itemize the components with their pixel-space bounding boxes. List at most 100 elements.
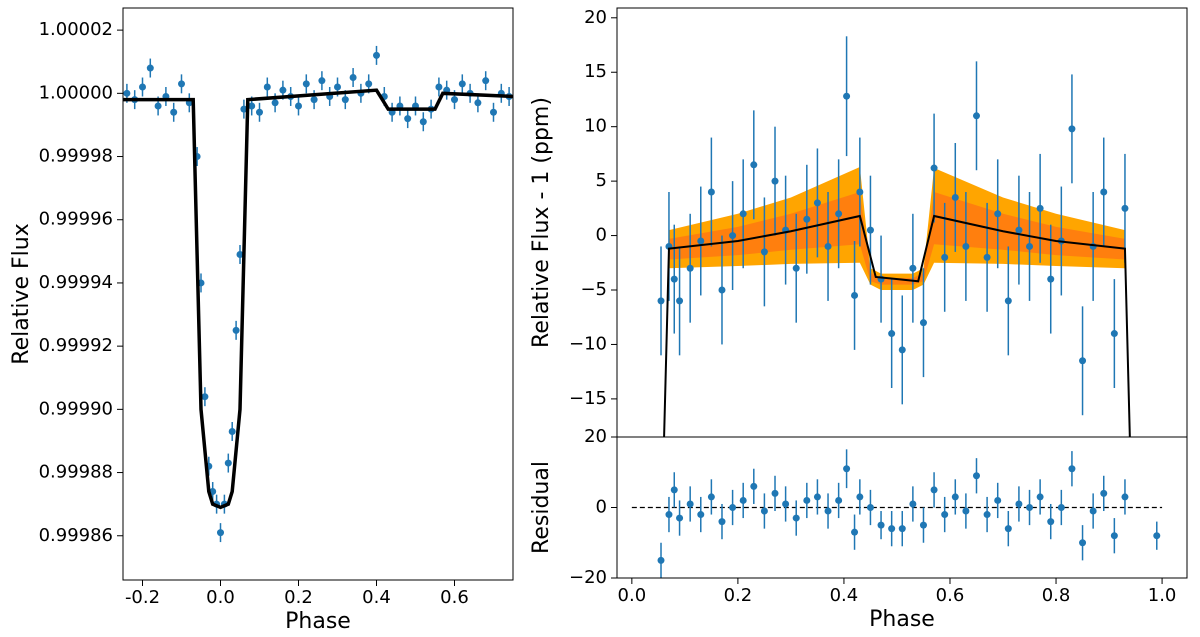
data-point xyxy=(256,108,263,116)
data-point xyxy=(941,511,949,519)
x-tick-label: 0.0 xyxy=(206,587,235,608)
data-point xyxy=(1068,125,1076,133)
y-tick-label: 10 xyxy=(584,116,607,137)
data-point xyxy=(1015,226,1023,234)
data-point xyxy=(792,514,800,522)
data-point xyxy=(201,393,209,401)
data-point xyxy=(782,500,790,508)
data-point xyxy=(178,80,185,88)
data-point xyxy=(824,242,832,250)
data-point xyxy=(771,177,779,185)
y-tick-label: −20 xyxy=(569,567,607,588)
data-point xyxy=(930,164,938,172)
data-point xyxy=(1121,204,1129,212)
data-point xyxy=(686,264,694,272)
data-point xyxy=(435,83,443,91)
data-point xyxy=(941,253,949,261)
data-point xyxy=(697,237,705,245)
data-point xyxy=(404,115,412,123)
y-tick-label: 0.99992 xyxy=(39,335,113,356)
data-point xyxy=(224,459,232,467)
data-point xyxy=(1121,493,1129,501)
data-point xyxy=(1079,357,1087,365)
data-point xyxy=(1100,489,1108,497)
y-tick-label: 0.99988 xyxy=(39,462,113,483)
y-tick-label: 0.99996 xyxy=(39,209,113,230)
data-point xyxy=(490,108,497,116)
data-point xyxy=(843,92,851,100)
x-tick-label: 0.2 xyxy=(724,585,753,606)
data-point xyxy=(349,74,357,82)
x-tick-label: 1.0 xyxy=(1148,585,1177,606)
y-tick-label: 20 xyxy=(584,7,607,28)
data-point xyxy=(909,264,917,272)
data-point xyxy=(983,511,991,519)
x-tick-label: 0.0 xyxy=(618,585,647,606)
data-point xyxy=(474,99,482,107)
y-tick-label: 15 xyxy=(584,61,607,82)
data-point xyxy=(123,89,131,97)
data-point xyxy=(146,64,154,72)
data-point xyxy=(951,493,959,501)
data-point xyxy=(835,496,843,504)
data-point xyxy=(888,330,896,338)
data-point xyxy=(451,96,458,104)
data-point xyxy=(972,472,980,480)
data-point xyxy=(813,199,821,207)
data-point xyxy=(739,496,747,504)
x-tick-label: 0.8 xyxy=(1042,585,1071,606)
data-point xyxy=(248,102,256,110)
x-tick-label: 0.4 xyxy=(362,587,391,608)
data-point xyxy=(341,96,349,104)
data-point xyxy=(856,493,864,501)
data-point xyxy=(302,80,310,88)
data-point xyxy=(866,226,874,234)
data-point xyxy=(888,525,896,533)
data-point xyxy=(729,504,737,511)
data-point xyxy=(803,215,811,223)
data-point xyxy=(750,482,758,490)
data-point xyxy=(232,326,240,334)
y-tick-label: 0.99990 xyxy=(39,398,113,419)
data-point xyxy=(318,77,326,85)
data-point xyxy=(972,112,980,120)
data-point xyxy=(228,427,236,435)
y-tick-label: 1.00002 xyxy=(39,19,113,40)
data-point xyxy=(1036,493,1044,501)
data-point xyxy=(334,83,341,91)
y-tick-label: 1.00000 xyxy=(39,82,113,103)
data-point xyxy=(1100,188,1108,196)
data-point xyxy=(856,188,864,196)
y-tick-label: 0.99994 xyxy=(39,272,113,293)
plot-area xyxy=(657,36,1131,437)
data-point xyxy=(665,511,673,519)
data-point xyxy=(686,500,694,508)
data-point xyxy=(750,161,758,169)
y-tick-label: 0.99998 xyxy=(39,146,113,167)
data-point xyxy=(813,493,821,501)
data-point xyxy=(1004,297,1012,305)
data-point xyxy=(310,96,318,104)
data-point xyxy=(718,286,726,294)
data-point xyxy=(930,486,938,494)
data-point xyxy=(236,250,244,258)
y-tick-label: 20 xyxy=(584,426,607,447)
x-tick-label: -0.2 xyxy=(125,587,160,608)
data-point xyxy=(1089,507,1097,515)
data-point xyxy=(760,507,768,515)
x-tick-label: 0.2 xyxy=(284,587,313,608)
axes-frame xyxy=(122,7,514,581)
data-point xyxy=(139,83,146,91)
data-point xyxy=(771,489,779,497)
data-point xyxy=(739,210,747,218)
data-point xyxy=(824,507,832,515)
data-point xyxy=(458,80,466,88)
data-point xyxy=(1068,465,1076,473)
data-point xyxy=(1036,204,1044,212)
y-tick-label: 0 xyxy=(596,497,607,518)
data-point xyxy=(851,528,859,536)
data-point xyxy=(263,83,271,91)
x-tick-label: 0.4 xyxy=(830,585,859,606)
data-point xyxy=(994,496,1002,504)
